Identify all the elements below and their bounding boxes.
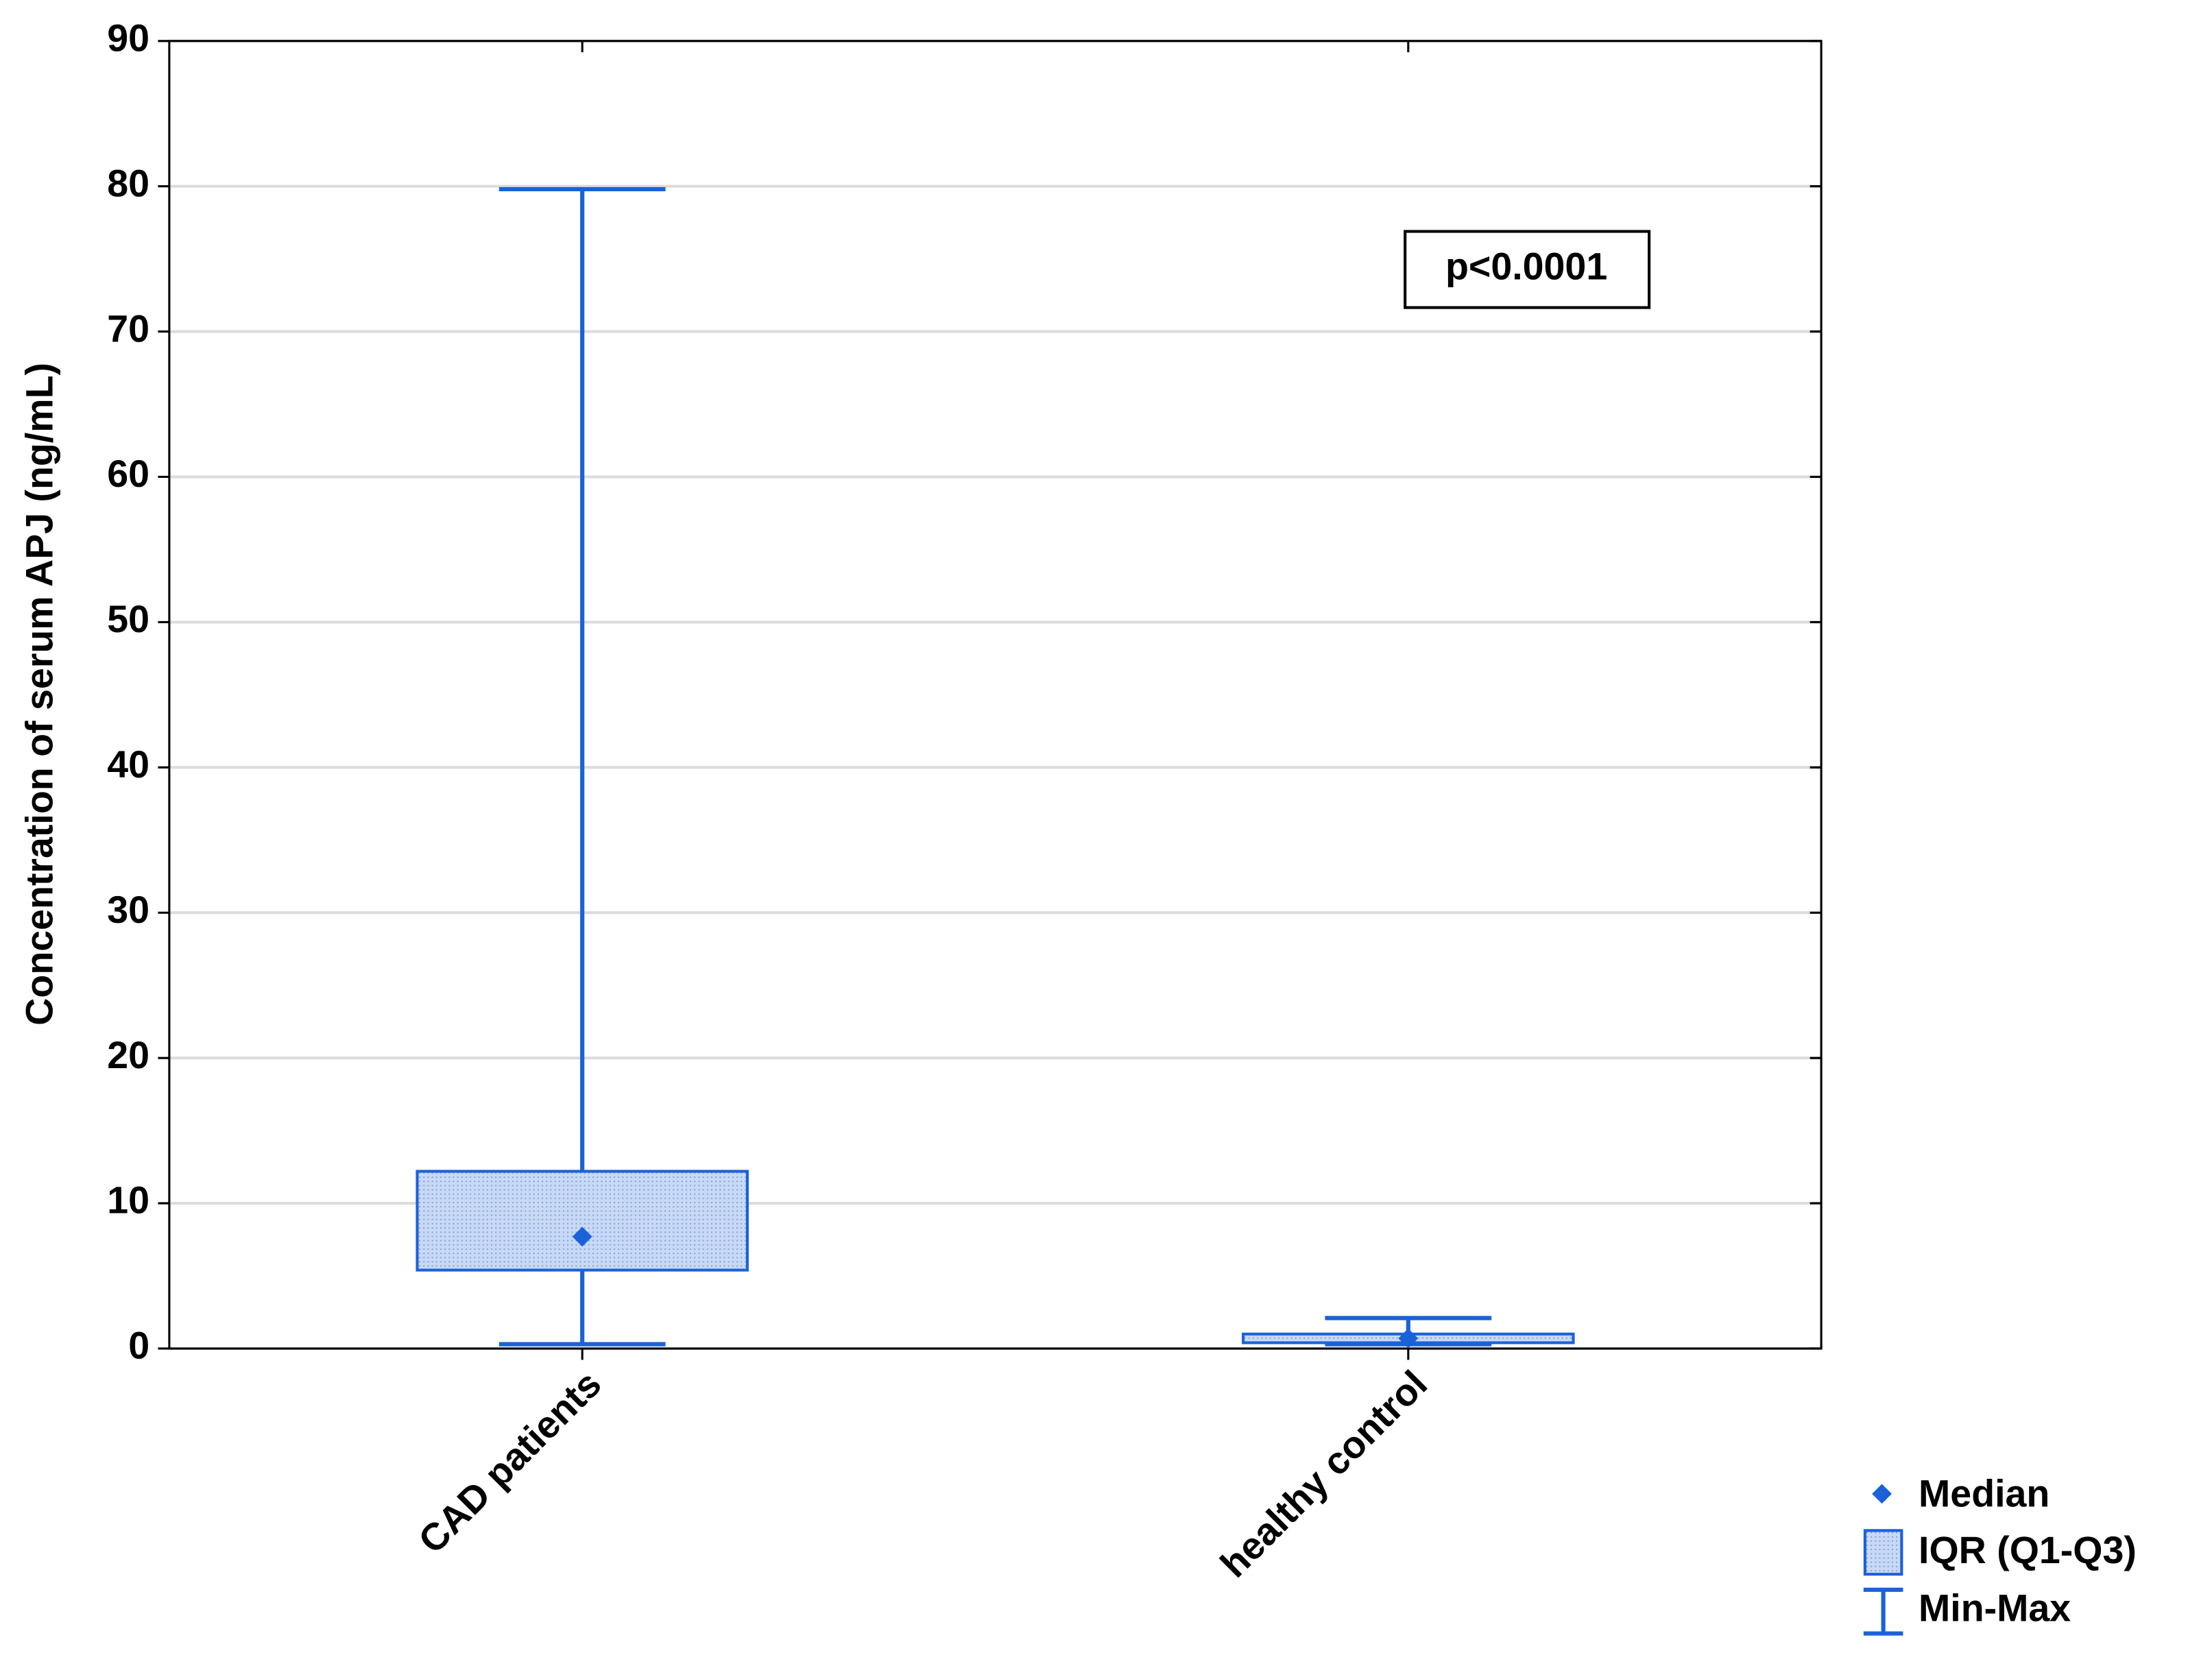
y-tick-label: 70 — [107, 307, 149, 350]
legend-label: Min-Max — [1919, 1586, 2071, 1629]
y-tick-label: 50 — [107, 598, 149, 640]
y-tick-label: 10 — [107, 1179, 149, 1222]
y-tick-label: 30 — [107, 889, 149, 931]
legend-median-marker — [1872, 1484, 1892, 1504]
y-tick-label: 20 — [107, 1034, 149, 1076]
x-tick-label: CAD patients — [410, 1362, 609, 1561]
legend-label: Median — [1919, 1473, 2049, 1515]
median — [1398, 1328, 1419, 1349]
legend-iqr-marker — [1863, 1529, 1903, 1576]
x-tick-label: healthy control — [1212, 1362, 1435, 1585]
plot-frame — [168, 40, 1823, 1350]
legend-range-marker — [1863, 1587, 1903, 1636]
y-tick-label: 90 — [107, 16, 149, 59]
median — [572, 1227, 592, 1247]
annotation-box — [1404, 230, 1651, 309]
y-tick-label: 40 — [107, 743, 149, 786]
legend-label: IQR (Q1-Q3) — [1919, 1529, 2137, 1571]
y-tick-label: 80 — [107, 162, 149, 204]
y-tick-label: 0 — [128, 1325, 149, 1367]
y-axis-label: Concentration of serum APJ (ng/mL) — [18, 363, 60, 1026]
iqr-box — [416, 1170, 749, 1272]
annotation: p<0.0001 — [1445, 245, 1607, 288]
y-tick-label: 60 — [107, 452, 149, 495]
